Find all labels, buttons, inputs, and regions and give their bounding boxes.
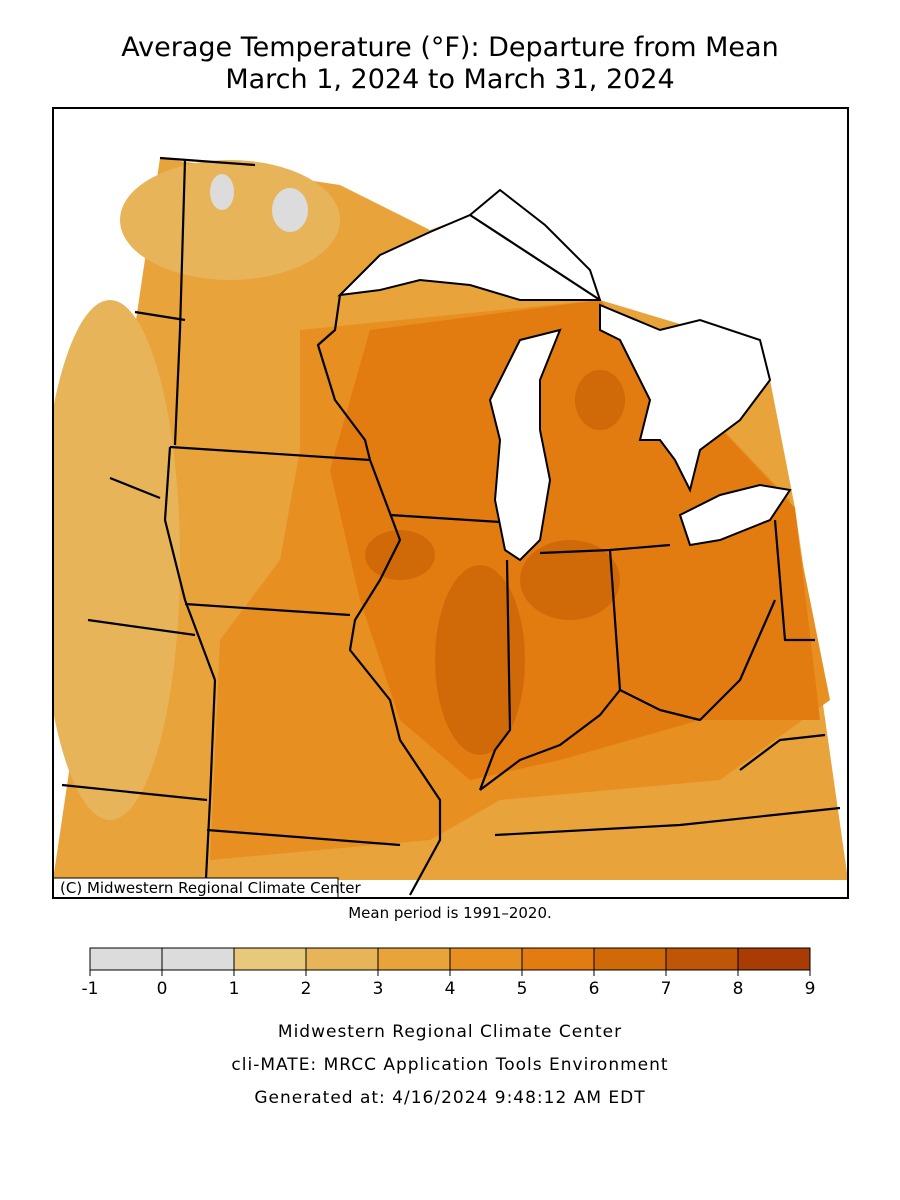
legend: -1 0 1 2 3 4 5 6 7 8 9	[82, 947, 816, 999]
border	[61, 783, 208, 802]
shade-darker	[520, 540, 620, 620]
legend-tick-label: 7	[661, 979, 672, 999]
legend-tick-label: 0	[157, 979, 168, 999]
legend-tick-label: 9	[805, 979, 816, 999]
footer-line: cli-MATE: MRCC Application Tools Environ…	[231, 1055, 668, 1075]
legend-swatch	[377, 947, 451, 971]
shade-darker	[575, 370, 625, 430]
legend-swatch	[521, 947, 595, 971]
legend-tick-label: 3	[373, 979, 384, 999]
mean-note: Mean period is 1991–2020.	[348, 904, 552, 922]
border	[316, 294, 372, 461]
shade-darker	[435, 565, 525, 755]
legend-tick-label: -1	[82, 979, 99, 999]
lake-erie	[678, 483, 792, 547]
legend-swatch	[737, 947, 811, 971]
shade-gray	[272, 188, 308, 232]
border	[206, 828, 401, 847]
border	[739, 733, 826, 771]
footer-line: Generated at: 4/16/2024 9:48:12 AM EDT	[254, 1088, 645, 1108]
legend-swatch	[665, 947, 739, 971]
border	[169, 445, 371, 462]
legend-swatch	[161, 947, 235, 971]
lake-superior	[337, 188, 602, 301]
shade-light	[120, 160, 340, 280]
border	[608, 549, 622, 691]
border	[479, 599, 777, 791]
map-area: (C) Midwestern Regional Climate Center	[53, 156, 848, 898]
lake-huron	[599, 303, 772, 493]
map-frame	[52, 107, 849, 899]
border	[348, 459, 442, 896]
border	[773, 519, 815, 642]
legend-tick-label: 6	[589, 979, 600, 999]
title-line: March 1, 2024 to March 31, 2024	[225, 64, 674, 95]
footer-line: Midwestern Regional Climate Center	[278, 1022, 622, 1042]
border	[159, 156, 256, 167]
shade-light	[53, 300, 180, 820]
legend-swatch	[89, 947, 163, 971]
border	[203, 679, 217, 898]
shade-gray	[210, 174, 234, 210]
map-credit: (C) Midwestern Regional Climate Center	[60, 879, 361, 897]
border	[184, 602, 351, 617]
legend-swatch	[305, 947, 379, 971]
shade-darker	[365, 530, 435, 580]
border	[478, 559, 512, 791]
legend-tick-label: 2	[301, 979, 312, 999]
legend-tick-label: 8	[733, 979, 744, 999]
credit-box	[53, 877, 339, 898]
border	[469, 214, 601, 301]
border	[109, 476, 161, 500]
state-borders	[61, 156, 841, 898]
legend-tick-label: 5	[517, 979, 528, 999]
title-line: Average Temperature (°F): Departure from…	[121, 32, 778, 63]
border	[134, 310, 186, 322]
border	[87, 618, 196, 637]
border	[389, 513, 501, 524]
legend-swatch	[449, 947, 523, 971]
border	[173, 159, 187, 446]
lake-michigan	[488, 328, 562, 562]
legend-tick-label: 1	[229, 979, 240, 999]
legend-swatch	[593, 947, 667, 971]
border	[163, 446, 217, 681]
border	[494, 806, 841, 837]
legend-swatch	[233, 947, 307, 971]
legend-tick-label: 4	[445, 979, 456, 999]
